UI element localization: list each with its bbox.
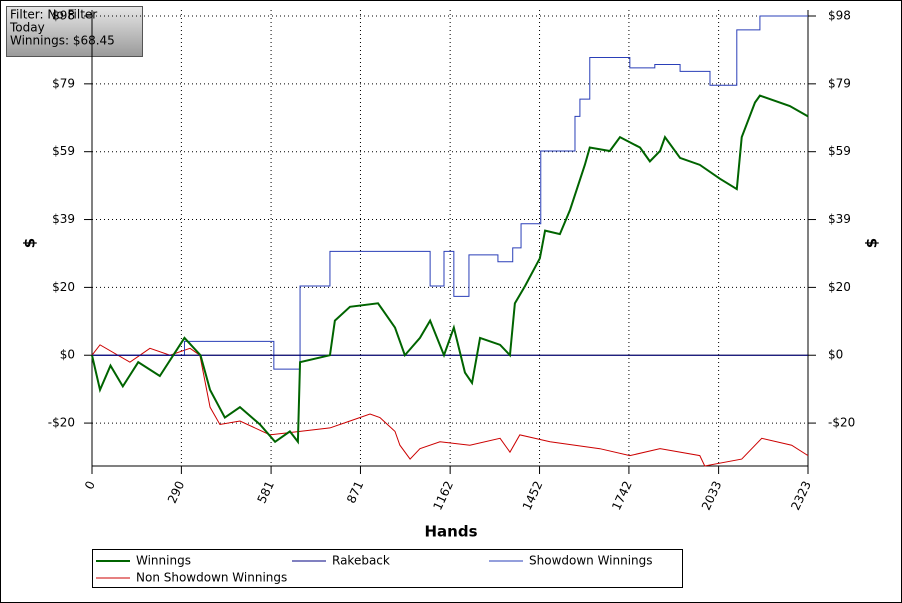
y-tick-label: $39: [52, 212, 75, 226]
y-tick-label: -$20: [48, 416, 75, 430]
info-box: Filter: No Filter Today Winnings: $68.45: [6, 6, 143, 57]
legend-label: Winnings: [136, 554, 191, 568]
y2-tick-label: $20: [828, 280, 851, 294]
info-line: Filter: No Filter: [10, 8, 97, 22]
y2-tick-label: -$20: [828, 416, 855, 430]
y-tick-label: $59: [52, 144, 75, 158]
x-axis-label: Hands: [424, 523, 477, 541]
y-tick-label: $98: [52, 9, 75, 23]
legend-label: Rakeback: [332, 554, 390, 568]
y-tick-label: $0: [60, 348, 75, 362]
legend-label: Showdown Winnings: [529, 554, 653, 568]
y-axis-label: $: [21, 238, 39, 248]
legend-box: [92, 549, 683, 588]
y2-tick-label: $0: [828, 348, 843, 362]
legend-label: Non Showdown Winnings: [136, 571, 287, 585]
y2-tick-label: $98: [828, 9, 851, 23]
y2-tick-label: $59: [828, 144, 851, 158]
y2-tick-label: $39: [828, 212, 851, 226]
info-line: Today: [9, 21, 45, 35]
series-line: [91, 94, 809, 445]
y2-axis-label: $: [863, 238, 881, 248]
y-tick-label: $79: [52, 76, 75, 90]
y2-tick-label: $79: [828, 76, 851, 90]
info-line: Winnings: $68.45: [10, 34, 115, 48]
info-background: [6, 6, 143, 57]
series-line: [92, 15, 808, 370]
series-line: [91, 344, 809, 467]
y-tick-label: $20: [52, 280, 75, 294]
